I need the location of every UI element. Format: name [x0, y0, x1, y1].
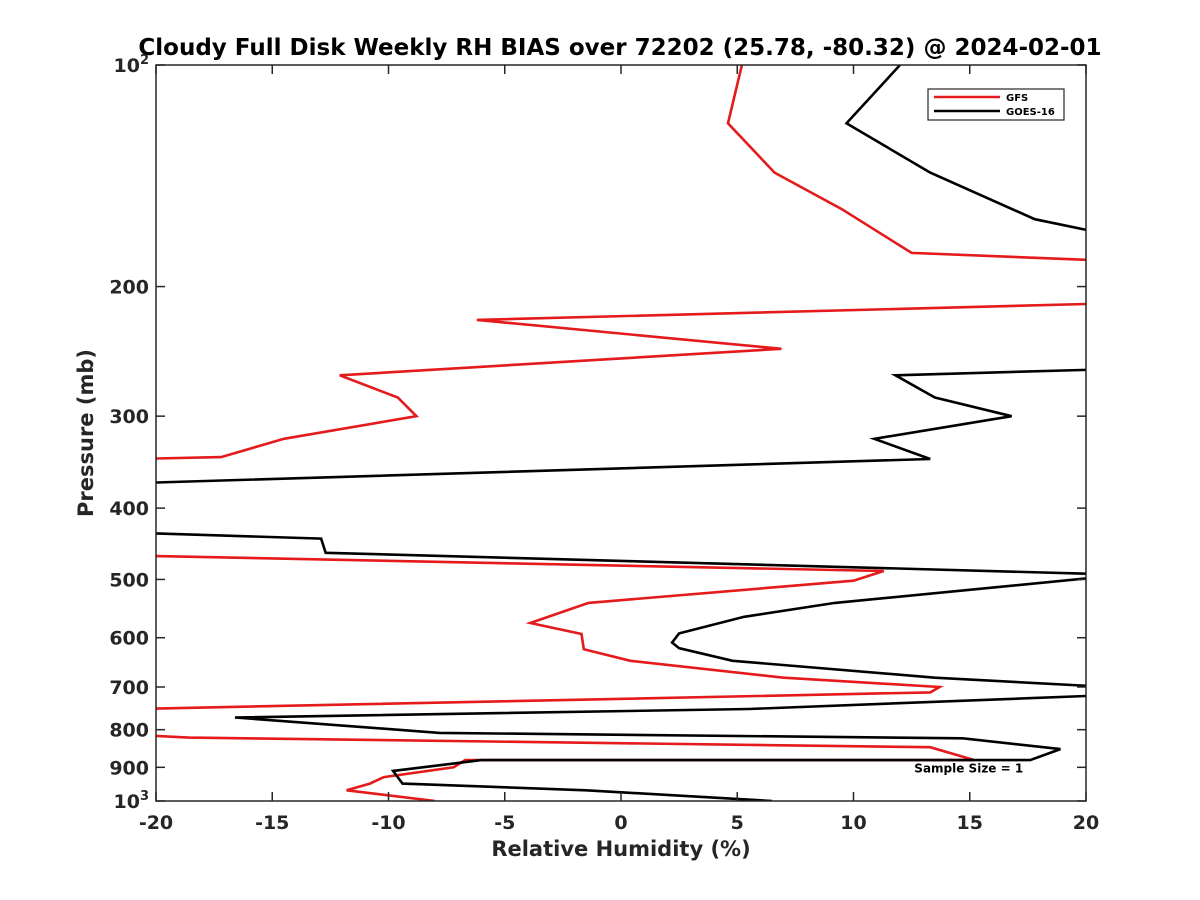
- y-tick-label-4: 500: [109, 569, 149, 591]
- y-tick-label-1: 200: [109, 277, 149, 299]
- x-tick-label-7: 15: [957, 812, 983, 834]
- x-tick-label-2: -10: [371, 812, 405, 834]
- x-tick-label-8: 20: [1073, 812, 1099, 834]
- legend-label-goes16: GOES-16: [1006, 107, 1055, 118]
- y-tick-label-8: 900: [109, 757, 149, 779]
- y-tick-label-6: 700: [109, 677, 149, 699]
- series-line-0: [156, 65, 1086, 801]
- legend-label-gfs: GFS: [1006, 93, 1028, 104]
- y-tick-label-9: 103: [114, 789, 150, 813]
- x-tick-label-3: -5: [494, 812, 515, 834]
- y-tick-label-5: 600: [109, 628, 149, 650]
- y-axis: 102 200 300 400 500 600 700 800 900 103: [109, 53, 1086, 813]
- y-tick-label-2: 300: [109, 406, 149, 428]
- x-tick-label-6: 10: [840, 812, 866, 834]
- series-line-1: [156, 65, 1086, 801]
- x-tick-label-1: -15: [255, 812, 289, 834]
- sample-size-annotation: Sample Size = 1: [914, 761, 1023, 775]
- y-tick-label-7: 800: [109, 720, 149, 742]
- y-tick-label-0: 102: [114, 53, 150, 77]
- x-tick-label-0: -20: [139, 812, 173, 834]
- chart-title: Cloudy Full Disk Weekly RH BIAS over 722…: [138, 35, 1101, 61]
- x-tick-label-4: 0: [614, 812, 627, 834]
- x-axis: -20 -15 -10 -5 0 5 10 15 20: [139, 65, 1099, 834]
- series-layer: [156, 65, 1086, 801]
- legend: GFS GOES-16: [927, 88, 1065, 121]
- y-tick-label-3: 400: [109, 498, 149, 520]
- x-axis-label: Relative Humidity (%): [491, 837, 750, 861]
- plot-area-frame: [155, 64, 1087, 802]
- x-tick-label-5: 5: [731, 812, 744, 834]
- legend-box: [927, 88, 1065, 121]
- y-axis-label: Pressure (mb): [74, 349, 98, 517]
